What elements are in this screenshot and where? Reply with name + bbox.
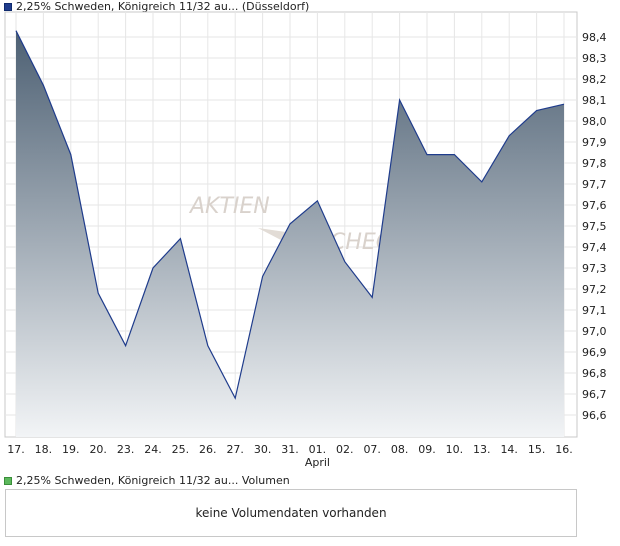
x-tick-label: 25. xyxy=(172,443,190,456)
x-tick-label: 14. xyxy=(500,443,518,456)
x-tick-label: 15. xyxy=(528,443,546,456)
y-tick-label: 97,7 xyxy=(582,178,607,191)
y-tick-label: 97,0 xyxy=(582,325,607,338)
price-legend: 2,25% Schweden, Königreich 11/32 au... (… xyxy=(4,0,309,13)
volume-panel: keine Volumendaten vorhanden xyxy=(5,489,577,537)
y-tick-label: 97,3 xyxy=(582,262,607,275)
x-tick-label: 31. xyxy=(281,443,299,456)
price-area xyxy=(16,30,564,437)
x-tick-label: 20. xyxy=(89,443,107,456)
x-tick-label: 24. xyxy=(144,443,162,456)
x-axis-labels: 17. 18. 19. 20. 23. 24. 25. 26. 27. 30. 31. 01. 02. 0… xyxy=(7,443,573,469)
y-tick-label: 98,0 xyxy=(582,115,607,128)
x-tick-label: 26. xyxy=(199,443,217,456)
y-tick-label: 96,9 xyxy=(582,346,607,359)
volume-legend-label: 2,25% Schweden, Königreich 11/32 au... V… xyxy=(16,474,290,487)
y-tick-label: 97,6 xyxy=(582,199,607,212)
y-tick-label: 98,3 xyxy=(582,52,607,65)
y-tick-label: 97,1 xyxy=(582,304,607,317)
x-tick-label: 13. xyxy=(473,443,491,456)
x-tick-label: 02. xyxy=(336,443,354,456)
x-tick-label: 09. xyxy=(418,443,436,456)
volume-message: keine Volumendaten vorhanden xyxy=(195,506,387,520)
y-tick-label: 97,5 xyxy=(582,220,607,233)
price-line xyxy=(15,30,565,400)
price-legend-swatch xyxy=(4,2,12,11)
x-tick-label: 07. xyxy=(363,443,381,456)
y-tick-label: 98,1 xyxy=(582,94,607,107)
y-tick-label: 98,2 xyxy=(582,73,607,86)
y-tick-label: 97,9 xyxy=(582,136,607,149)
x-tick-label: 10. xyxy=(446,443,464,456)
x-tick-label: 23. xyxy=(117,443,135,456)
y-tick-label: 96,7 xyxy=(582,388,607,401)
price-legend-label: 2,25% Schweden, Königreich 11/32 au... (… xyxy=(16,0,310,13)
volume-legend: 2,25% Schweden, Königreich 11/32 au... V… xyxy=(4,474,290,487)
x-tick-label: 17. xyxy=(7,443,25,456)
y-tick-label: 98,4 xyxy=(582,31,607,44)
x-tick-label: 01. xyxy=(309,443,327,456)
y-tick-label: 96,8 xyxy=(582,367,607,380)
x-month-label: April xyxy=(305,456,330,469)
x-tick-label: 08. xyxy=(391,443,409,456)
y-tick-label: 97,2 xyxy=(582,283,607,296)
price-chart: AKTIEN CHECK 98,498,398,298,198,097,997,… xyxy=(4,11,607,469)
x-tick-label: 30. xyxy=(254,443,272,456)
y-tick-label: 97,4 xyxy=(582,241,607,254)
y-tick-label: 97,8 xyxy=(582,157,607,170)
x-tick-label: 18. xyxy=(35,443,53,456)
watermark-line1: AKTIEN xyxy=(188,194,270,219)
x-tick-label: 16. xyxy=(555,443,573,456)
volume-legend-swatch xyxy=(4,476,12,485)
y-tick-label: 96,6 xyxy=(582,409,607,422)
x-tick-label: 27. xyxy=(226,443,244,456)
x-tick-label: 19. xyxy=(62,443,80,456)
y-axis-labels: 98,4 98,3 98,2 98,1 98,0 97,9 97,8 97,7 97,6 97,5… xyxy=(582,31,607,422)
